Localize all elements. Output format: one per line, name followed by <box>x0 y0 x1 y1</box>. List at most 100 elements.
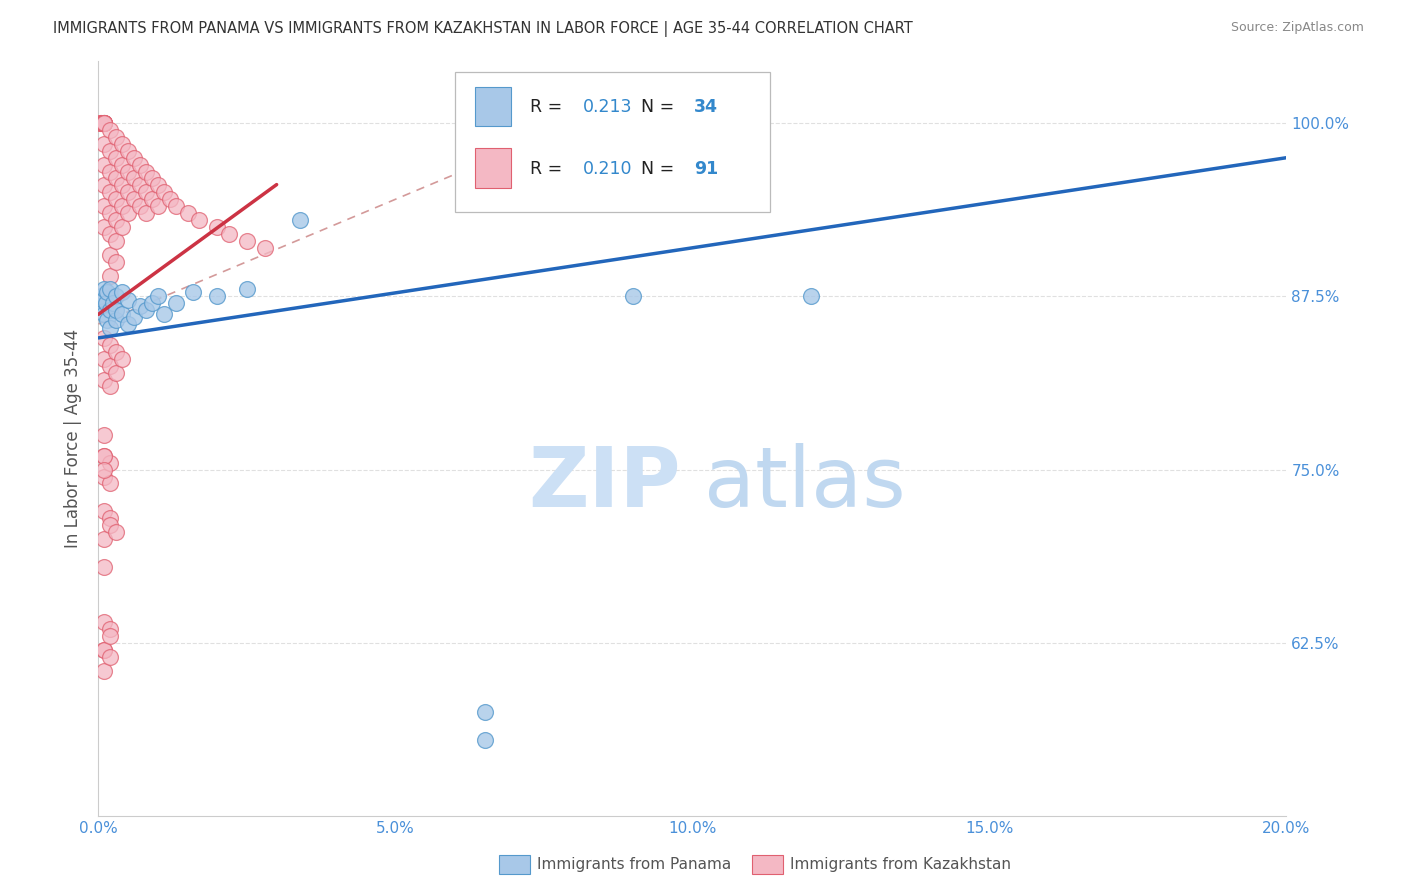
Point <box>98 649 121 664</box>
Point <box>93 331 115 345</box>
Point <box>117 317 139 331</box>
Point <box>98 321 121 335</box>
Point <box>93 116 115 130</box>
Text: R =: R = <box>530 160 568 178</box>
Text: 0.213: 0.213 <box>583 98 633 117</box>
Point <box>129 299 152 313</box>
Point <box>105 254 128 268</box>
FancyBboxPatch shape <box>456 72 769 211</box>
Point <box>141 296 163 310</box>
Point <box>474 733 496 747</box>
Point <box>117 164 139 178</box>
Point <box>94 296 117 310</box>
Point <box>93 469 115 483</box>
Point <box>93 282 115 296</box>
Point <box>117 293 139 308</box>
Point <box>105 129 128 144</box>
Text: N =: N = <box>641 160 681 178</box>
Point <box>253 241 276 255</box>
Point <box>105 289 128 303</box>
Point <box>98 511 121 525</box>
Text: ZIP: ZIP <box>529 443 681 524</box>
Point <box>105 366 128 380</box>
Text: R =: R = <box>530 98 568 117</box>
Point <box>159 192 181 206</box>
Point <box>93 643 115 657</box>
Point <box>93 136 115 151</box>
Point <box>98 282 121 296</box>
Point <box>98 186 121 200</box>
Point <box>98 164 121 178</box>
Point <box>165 199 187 213</box>
Point <box>105 192 128 206</box>
Point <box>218 227 240 241</box>
Point <box>141 171 163 186</box>
Text: 34: 34 <box>693 98 717 117</box>
Point <box>93 615 115 629</box>
Point <box>96 313 118 327</box>
Point <box>152 307 174 321</box>
Point <box>474 705 496 719</box>
Point <box>621 289 644 303</box>
Point <box>91 116 114 130</box>
Point <box>129 178 152 193</box>
Point <box>93 178 115 193</box>
Point <box>93 559 115 574</box>
Point <box>93 428 115 442</box>
Point <box>93 219 115 234</box>
Point <box>98 144 121 158</box>
Point <box>129 158 152 172</box>
Point <box>91 293 114 308</box>
Point <box>176 206 198 220</box>
Point <box>98 359 121 373</box>
Point <box>93 351 115 366</box>
Point <box>105 313 128 327</box>
Point <box>93 158 115 172</box>
Point <box>93 116 115 130</box>
Point <box>93 116 115 130</box>
Point <box>98 379 121 393</box>
FancyBboxPatch shape <box>475 87 510 127</box>
Point <box>122 192 145 206</box>
Point <box>90 116 112 130</box>
Point <box>111 285 134 300</box>
Point <box>98 268 121 283</box>
Point <box>236 282 259 296</box>
Text: 91: 91 <box>693 160 718 178</box>
Point <box>93 449 115 463</box>
Point <box>98 629 121 643</box>
Point <box>93 116 115 130</box>
Point <box>93 664 115 678</box>
Point <box>290 213 312 227</box>
Point <box>111 178 134 193</box>
Point <box>90 116 112 130</box>
Point <box>98 123 121 137</box>
Point <box>98 456 121 470</box>
Point <box>98 248 121 262</box>
Text: Immigrants from Panama: Immigrants from Panama <box>537 857 731 871</box>
Point <box>105 151 128 165</box>
Point <box>111 158 134 172</box>
Point <box>236 234 259 248</box>
Point <box>93 116 115 130</box>
Point <box>90 289 112 303</box>
Point <box>98 518 121 533</box>
Point <box>98 476 121 491</box>
Point <box>93 372 115 386</box>
Point <box>122 171 145 186</box>
Point <box>165 296 187 310</box>
Point <box>146 199 169 213</box>
Point <box>105 234 128 248</box>
Point <box>105 303 128 318</box>
Point <box>98 227 121 241</box>
Point <box>89 116 111 130</box>
Point <box>122 310 145 325</box>
Point <box>105 344 128 359</box>
Point <box>129 199 152 213</box>
Point <box>122 151 145 165</box>
Point <box>111 199 134 213</box>
Point <box>146 289 169 303</box>
Point <box>111 136 134 151</box>
Point <box>146 178 169 193</box>
Point <box>89 299 111 313</box>
